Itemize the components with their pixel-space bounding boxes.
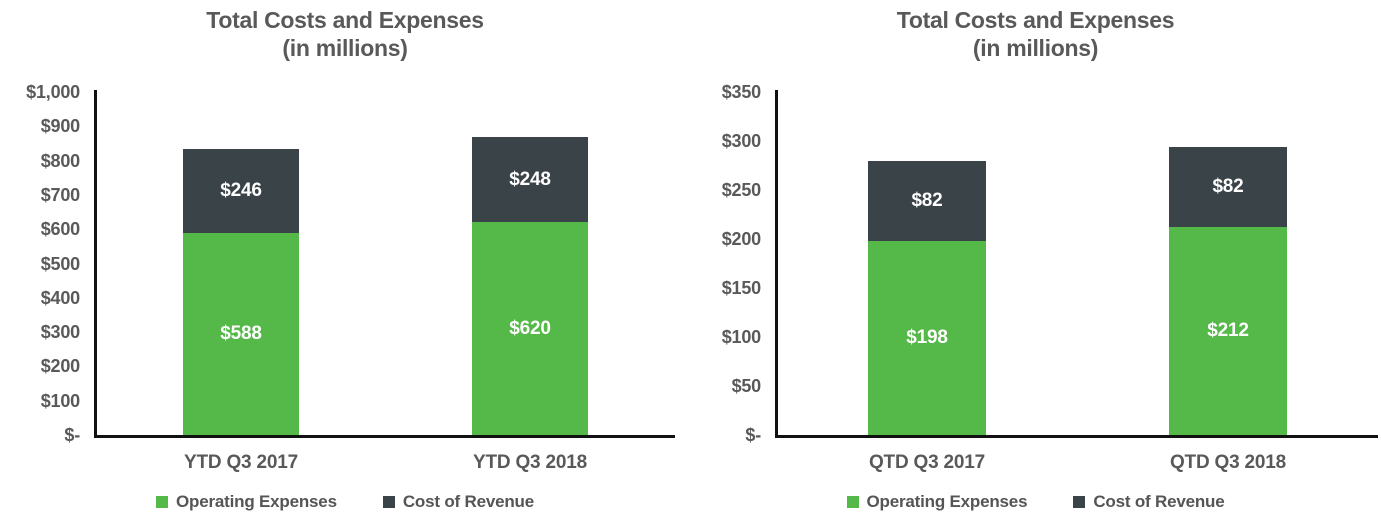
category-label: YTD Q3 2017 [184, 452, 298, 473]
y-tick-label: $900 [40, 116, 80, 137]
y-tick-label: $500 [40, 253, 80, 274]
legend-label: Cost of Revenue [402, 492, 534, 511]
bar-value-label: $246 [220, 180, 262, 202]
bar-segment-cost-of-revenue: $82 [1169, 146, 1287, 228]
bar-value-label: $82 [911, 189, 943, 211]
y-tick-label: $400 [40, 287, 80, 308]
legend-label: Cost of Revenue [1093, 492, 1225, 511]
y-tick-label: $200 [40, 356, 80, 377]
bar-segment-operating-expenses: $212 [1169, 227, 1287, 435]
legend-item-operating-expenses: Operating Expenses [846, 492, 1028, 512]
y-tick-label: $200 [721, 229, 761, 249]
bar-value-label: $248 [509, 168, 551, 190]
legend-item-cost-of-revenue: Cost of Revenue [382, 492, 534, 512]
plot-area: $- $50 $100 $150 $200 $250 $300 $350 $198 $82 QTD … [690, 0, 1381, 520]
legend-swatch-icon [1073, 496, 1086, 508]
bar-segment-operating-expenses: $620 [472, 222, 588, 435]
bar-value-label: $212 [1207, 320, 1249, 342]
bar-segment-operating-expenses: $588 [183, 233, 299, 435]
legend-item-cost-of-revenue: Cost of Revenue [1073, 492, 1225, 512]
y-tick-label: $50 [731, 376, 762, 396]
bar-segment-cost-of-revenue: $248 [472, 137, 588, 223]
y-tick-label: $800 [40, 150, 80, 171]
chart-title: Total Costs and Expenses [206, 7, 484, 33]
y-tick-label: $300 [721, 131, 761, 151]
y-tick-label: $600 [40, 219, 80, 240]
legend-item-operating-expenses: Operating Expenses [156, 492, 337, 512]
category-label: QTD Q3 2017 [868, 452, 986, 473]
y-tick-label: $100 [40, 390, 80, 411]
legend-swatch-icon [846, 496, 859, 508]
bar-segment-operating-expenses: $198 [868, 240, 986, 435]
y-tick-label: $350 [721, 82, 761, 102]
x-axis-line [94, 435, 675, 438]
y-tick-label: $- [64, 425, 80, 445]
y-tick-label: $250 [721, 180, 761, 200]
legend-swatch-icon [382, 496, 395, 508]
y-tick-label: $- [745, 425, 761, 445]
bar-value-label: $620 [509, 317, 551, 339]
y-axis-line [94, 90, 97, 438]
y-tick-label: $150 [721, 278, 761, 298]
chart-panel-ytd: Total Costs and Expenses (in millions) $… [0, 0, 690, 520]
y-axis-line [775, 90, 778, 438]
y-tick-label: $100 [721, 327, 761, 347]
plot-area: $- $100 $200 $300 $400 $500 $600 $700 $800 $900 $1… [0, 0, 690, 520]
x-axis-line [775, 435, 1378, 438]
legend: Operating Expenses Cost of Revenue [690, 492, 1381, 512]
legend: Operating Expenses Cost of Revenue [0, 492, 690, 512]
legend-label: Operating Expenses [866, 492, 1028, 511]
y-tick-label: $700 [40, 184, 80, 205]
category-label: YTD Q3 2018 [473, 452, 587, 473]
bar-value-label: $588 [220, 323, 262, 345]
chart-subtitle: (in millions) [282, 35, 408, 61]
chart-panel-qtd: Total Costs and Expenses (in millions) $… [690, 0, 1381, 520]
bar-value-label: $198 [906, 326, 948, 348]
chart-subtitle: (in millions) [972, 35, 1099, 61]
bar-segment-cost-of-revenue: $82 [868, 160, 986, 241]
bar-value-label: $82 [1212, 176, 1244, 198]
legend-swatch-icon [156, 496, 169, 508]
category-label: QTD Q3 2018 [1169, 452, 1287, 473]
legend-label: Operating Expenses [176, 492, 337, 511]
y-tick-label: $1,000 [26, 82, 80, 102]
y-tick-label: $300 [40, 322, 80, 343]
bar-segment-cost-of-revenue: $246 [183, 148, 299, 234]
chart-title: Total Costs and Expenses [896, 7, 1175, 33]
